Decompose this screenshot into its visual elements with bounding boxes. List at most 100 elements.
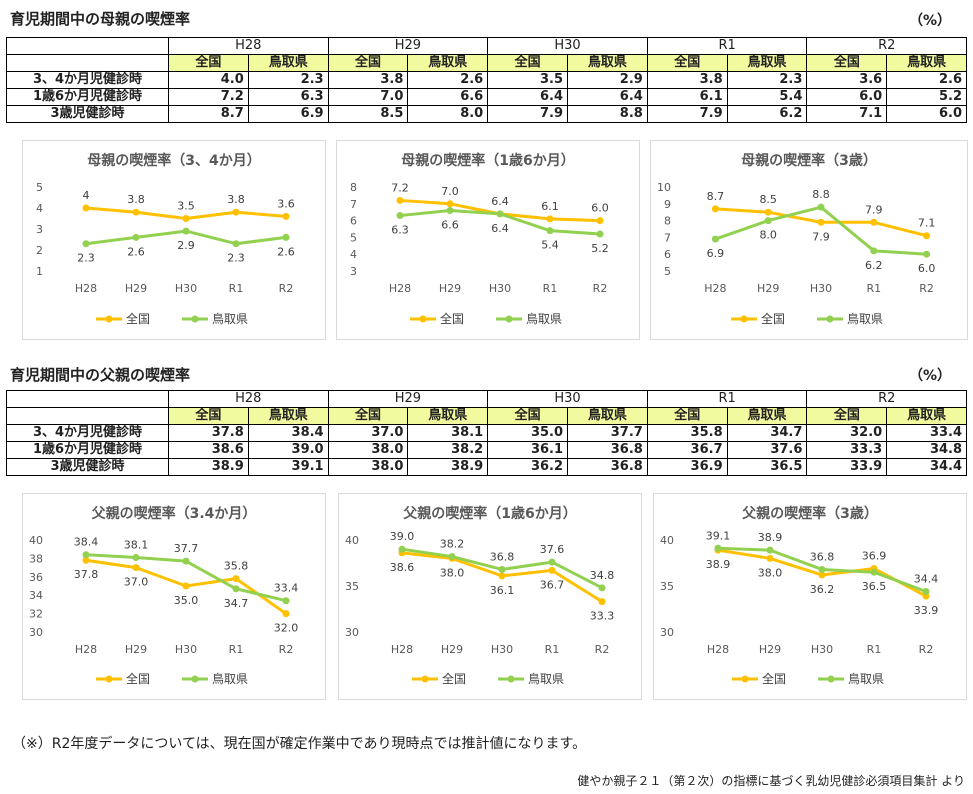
source-citation: 健やか親子２１（第２次）の指標に基づく乳幼児健診必須項目集計 より — [577, 774, 965, 788]
table-cell: 2.3 — [726, 71, 808, 89]
table-cell: 39.0 — [247, 441, 329, 459]
legend-swatch-marker — [505, 315, 513, 323]
national-subheader: 全国 — [806, 54, 888, 72]
legend-label: 全国 — [126, 311, 150, 326]
legend-swatch-marker — [740, 315, 748, 323]
table-cell: 8.0 — [407, 105, 489, 123]
year-header: H28 — [168, 390, 329, 408]
data-point — [82, 551, 90, 559]
table-cell: 8.7 — [168, 105, 249, 123]
data-label: 39.1 — [706, 529, 731, 542]
data-label: 6.1 — [541, 200, 559, 213]
data-point — [818, 565, 826, 573]
data-point — [817, 203, 825, 211]
legend-label: 全国 — [440, 311, 464, 326]
data-point — [764, 217, 772, 225]
year-header: H30 — [487, 390, 648, 408]
tottori-subheader: 鳥取県 — [567, 54, 648, 72]
x-tick-label: H29 — [757, 282, 779, 295]
data-point — [282, 610, 290, 618]
data-point — [448, 553, 456, 561]
x-tick-label: H29 — [125, 282, 147, 295]
data-label: 38.2 — [440, 538, 465, 551]
table-cell: 37.0 — [327, 424, 409, 442]
row-label: 1歳6か月児健診時 — [6, 88, 169, 106]
tottori-subheader: 鳥取県 — [407, 407, 489, 425]
data-label: 7.9 — [865, 203, 883, 216]
data-label: 7.2 — [391, 181, 409, 194]
x-tick-label: R1 — [229, 643, 244, 656]
y-tick-label: 32 — [29, 608, 43, 621]
data-point — [764, 208, 772, 216]
data-label: 34.8 — [590, 569, 615, 582]
table-row: 1歳6か月児健診時 7.2 6.3 7.0 6.6 6.4 6.4 6.1 5.4 6.0 5.2 — [6, 88, 968, 106]
data-label: 7.9 — [812, 230, 830, 243]
data-point — [596, 217, 604, 225]
table-cell: 6.0 — [886, 105, 968, 123]
data-label: 36.2 — [810, 583, 835, 596]
table-cell: 3.8 — [327, 71, 409, 89]
table-cell: 34.4 — [886, 458, 968, 476]
table-cell: 36.2 — [487, 458, 569, 476]
table-cell: 37.8 — [168, 424, 249, 442]
tottori-subheader: 鳥取県 — [567, 407, 648, 425]
legend-label: 鳥取県 — [848, 671, 884, 686]
national-subheader: 全国 — [327, 54, 409, 72]
table-cell: 3.6 — [806, 71, 888, 89]
data-label: 3.6 — [277, 197, 295, 210]
table-cell: 33.4 — [886, 424, 968, 442]
data-point — [398, 545, 406, 553]
data-label: 38.1 — [124, 538, 149, 551]
table-cell: 7.0 — [327, 88, 409, 106]
table-row: 1歳6か月児健診時 38.6 39.0 38.0 38.2 36.1 36.8 36.7 37.… — [6, 441, 968, 459]
national-subheader: 全国 — [646, 407, 728, 425]
data-label: 4 — [83, 189, 90, 202]
table-corner — [6, 37, 169, 55]
year-header: H29 — [327, 37, 489, 55]
y-tick-label: 9 — [664, 198, 671, 211]
table-cell: 7.1 — [806, 105, 888, 123]
legend-swatch-marker — [741, 675, 749, 683]
tottori-subheader: 鳥取県 — [247, 54, 329, 72]
data-label: 34.7 — [224, 597, 249, 610]
table-cell: 38.1 — [407, 424, 489, 442]
tottori-subheader: 鳥取県 — [407, 54, 489, 72]
mother-unit-label: （%） — [908, 13, 951, 29]
table-cell: 6.2 — [726, 105, 808, 123]
y-tick-label: 34 — [29, 589, 43, 602]
data-point — [546, 227, 554, 235]
data-label: 8.5 — [759, 193, 777, 206]
y-tick-label: 3 — [350, 265, 357, 278]
row-label: 3、4か月児健診時 — [6, 424, 169, 442]
x-tick-label: H30 — [175, 282, 197, 295]
tottori-subheader: 鳥取県 — [886, 407, 968, 425]
x-tick-label: H28 — [391, 643, 413, 656]
father-chart-1y6months: 父親の喫煙率（1歳6か月） 30 35 40 H28 H29 H30 R1 R2 38.6 38.0… — [338, 493, 642, 700]
y-tick-label: 5 — [36, 181, 43, 194]
x-tick-label: H30 — [491, 643, 513, 656]
data-point — [82, 204, 90, 212]
y-tick-label: 38 — [29, 552, 43, 565]
table-cell: 32.0 — [806, 424, 888, 442]
data-point — [766, 546, 774, 554]
data-point — [232, 240, 240, 248]
y-tick-label: 35 — [660, 580, 674, 593]
data-point — [182, 557, 190, 565]
year-header: R2 — [806, 390, 968, 408]
table-cell: 6.6 — [407, 88, 489, 106]
data-point — [711, 235, 719, 243]
x-tick-label: R1 — [545, 643, 560, 656]
data-point — [598, 584, 606, 592]
father-chart-3-4months: 父親の喫煙率（3.4か月） 30 32 34 36 38 40 H28 H29 H30 R1 R2 37… — [22, 493, 326, 700]
table-cell: 37.7 — [567, 424, 648, 442]
data-label: 8.8 — [812, 188, 830, 201]
footnote: （※）R2年度データについては、現在国が確定作業中であり現時点では推計値になりま… — [12, 736, 587, 752]
data-point — [818, 571, 826, 579]
y-tick-label: 7 — [664, 231, 671, 244]
table-cell: 38.9 — [407, 458, 489, 476]
y-tick-label: 5 — [350, 231, 357, 244]
chart-title: 父親の喫煙率（3歳） — [741, 505, 878, 522]
x-tick-label: R1 — [543, 282, 558, 295]
data-label: 3.8 — [227, 193, 245, 206]
data-point — [446, 207, 454, 215]
